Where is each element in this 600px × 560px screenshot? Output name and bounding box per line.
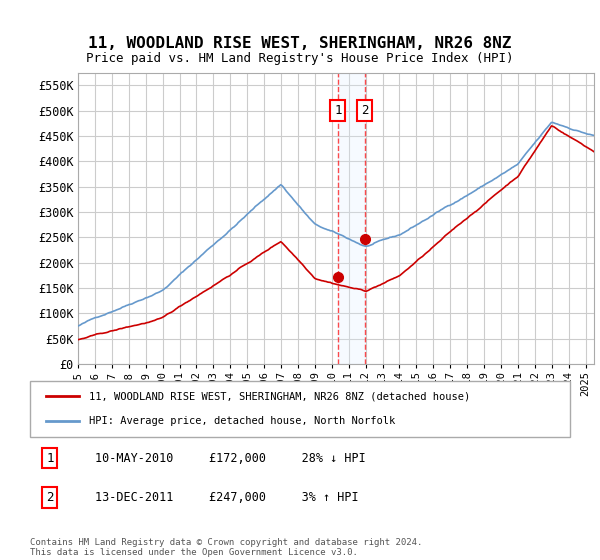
Text: HPI: Average price, detached house, North Norfolk: HPI: Average price, detached house, Nort…: [89, 416, 395, 426]
Text: Contains HM Land Registry data © Crown copyright and database right 2024.
This d: Contains HM Land Registry data © Crown c…: [30, 538, 422, 557]
Bar: [338, 73, 365, 364]
Text: 11, WOODLAND RISE WEST, SHERINGHAM, NR26 8NZ: 11, WOODLAND RISE WEST, SHERINGHAM, NR26…: [88, 36, 512, 52]
FancyBboxPatch shape: [30, 381, 570, 437]
Text: Price paid vs. HM Land Registry's House Price Index (HPI): Price paid vs. HM Land Registry's House …: [86, 52, 514, 64]
Text: 2: 2: [361, 104, 368, 117]
Text: 1: 1: [46, 451, 54, 465]
Text: 2: 2: [46, 491, 54, 504]
Text: 1: 1: [334, 104, 341, 117]
Text: 10-MAY-2010     £172,000     28% ↓ HPI: 10-MAY-2010 £172,000 28% ↓ HPI: [95, 451, 365, 465]
Text: 13-DEC-2011     £247,000     3% ↑ HPI: 13-DEC-2011 £247,000 3% ↑ HPI: [95, 491, 358, 504]
Text: 11, WOODLAND RISE WEST, SHERINGHAM, NR26 8NZ (detached house): 11, WOODLAND RISE WEST, SHERINGHAM, NR26…: [89, 391, 470, 402]
